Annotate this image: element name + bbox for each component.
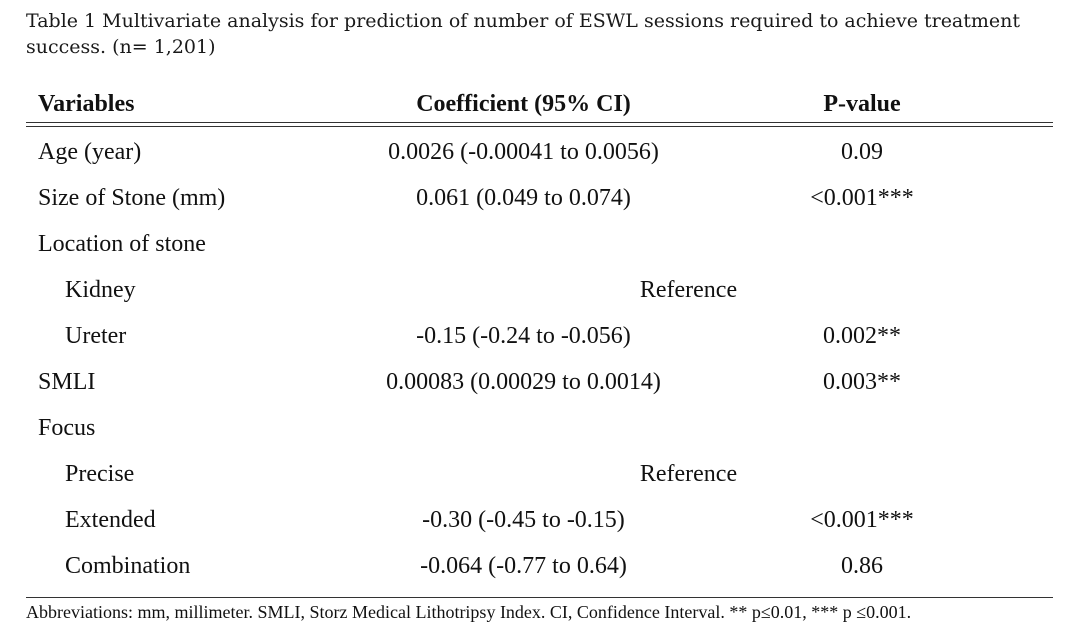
row-pvalue: <0.001*** bbox=[810, 507, 914, 533]
row-variable: SMLI bbox=[38, 369, 96, 395]
table-header-row: Variables Coefficient (95% CI) P-value bbox=[26, 86, 1053, 122]
row-pvalue: 0.003** bbox=[823, 369, 901, 395]
row-variable: Precise bbox=[65, 461, 135, 487]
table-row: Kidney Reference bbox=[26, 267, 1053, 313]
row-reference: Reference bbox=[639, 277, 738, 303]
row-group-label: Focus bbox=[38, 415, 96, 441]
row-pvalue: 0.86 bbox=[841, 553, 883, 579]
table-caption: Table 1 Multivariate analysis for predic… bbox=[26, 10, 1021, 58]
table-row-group: Focus bbox=[26, 405, 1053, 451]
table-row: Ureter -0.15 (-0.24 to -0.056) 0.002** bbox=[26, 313, 1053, 359]
row-variable: Combination bbox=[65, 553, 191, 579]
row-pvalue: 0.09 bbox=[841, 139, 883, 165]
table-row-group: Location of stone bbox=[26, 221, 1053, 267]
header-double-rule bbox=[26, 122, 1053, 127]
row-coefficient: 0.061 (0.049 to 0.074) bbox=[416, 185, 631, 211]
row-reference: Reference bbox=[639, 461, 738, 487]
header-pvalue: P-value bbox=[823, 91, 901, 117]
table-bottom-rule bbox=[26, 597, 1053, 598]
row-pvalue: <0.001*** bbox=[810, 185, 914, 211]
table-row: Size of Stone (mm) 0.061 (0.049 to 0.074… bbox=[26, 175, 1053, 221]
row-group-label: Location of stone bbox=[38, 231, 206, 257]
row-variable: Ureter bbox=[65, 323, 127, 349]
results-table: Variables Coefficient (95% CI) P-value A… bbox=[26, 86, 1053, 589]
row-coefficient: 0.0026 (-0.00041 to 0.0056) bbox=[388, 139, 659, 165]
row-pvalue: 0.002** bbox=[823, 323, 901, 349]
row-coefficient: -0.15 (-0.24 to -0.056) bbox=[416, 323, 631, 349]
row-variable: Size of Stone (mm) bbox=[38, 185, 226, 211]
row-coefficient: 0.00083 (0.00029 to 0.0014) bbox=[386, 369, 661, 395]
header-coefficient: Coefficient (95% CI) bbox=[416, 91, 631, 117]
row-variable: Age (year) bbox=[38, 139, 142, 165]
table-row: Age (year) 0.0026 (-0.00041 to 0.0056) 0… bbox=[26, 129, 1053, 175]
header-variables: Variables bbox=[38, 91, 135, 117]
row-coefficient: -0.30 (-0.45 to -0.15) bbox=[422, 507, 625, 533]
row-coefficient: -0.064 (-0.77 to 0.64) bbox=[420, 553, 627, 579]
row-variable: Extended bbox=[65, 507, 156, 533]
row-variable: Kidney bbox=[65, 277, 136, 303]
table-footnote: Abbreviations: mm, millimeter. SMLI, Sto… bbox=[26, 602, 912, 622]
table-row: Precise Reference bbox=[26, 451, 1053, 497]
table-row: Combination -0.064 (-0.77 to 0.64) 0.86 bbox=[26, 543, 1053, 589]
table-row: SMLI 0.00083 (0.00029 to 0.0014) 0.003** bbox=[26, 359, 1053, 405]
table-row: Extended -0.30 (-0.45 to -0.15) <0.001**… bbox=[26, 497, 1053, 543]
